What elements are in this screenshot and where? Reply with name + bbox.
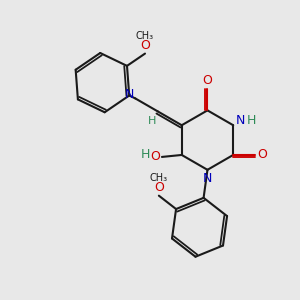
Text: O: O xyxy=(140,39,150,52)
Text: H: H xyxy=(246,114,256,127)
Text: O: O xyxy=(154,181,164,194)
Text: CH₃: CH₃ xyxy=(136,31,154,41)
Text: N: N xyxy=(203,172,212,185)
Text: O: O xyxy=(150,150,160,164)
Text: O: O xyxy=(257,148,267,161)
Text: H: H xyxy=(148,116,156,126)
Text: N: N xyxy=(125,88,134,101)
Text: N: N xyxy=(236,114,245,127)
Text: CH₃: CH₃ xyxy=(150,173,168,183)
Text: H: H xyxy=(140,148,150,161)
Text: O: O xyxy=(202,74,212,87)
